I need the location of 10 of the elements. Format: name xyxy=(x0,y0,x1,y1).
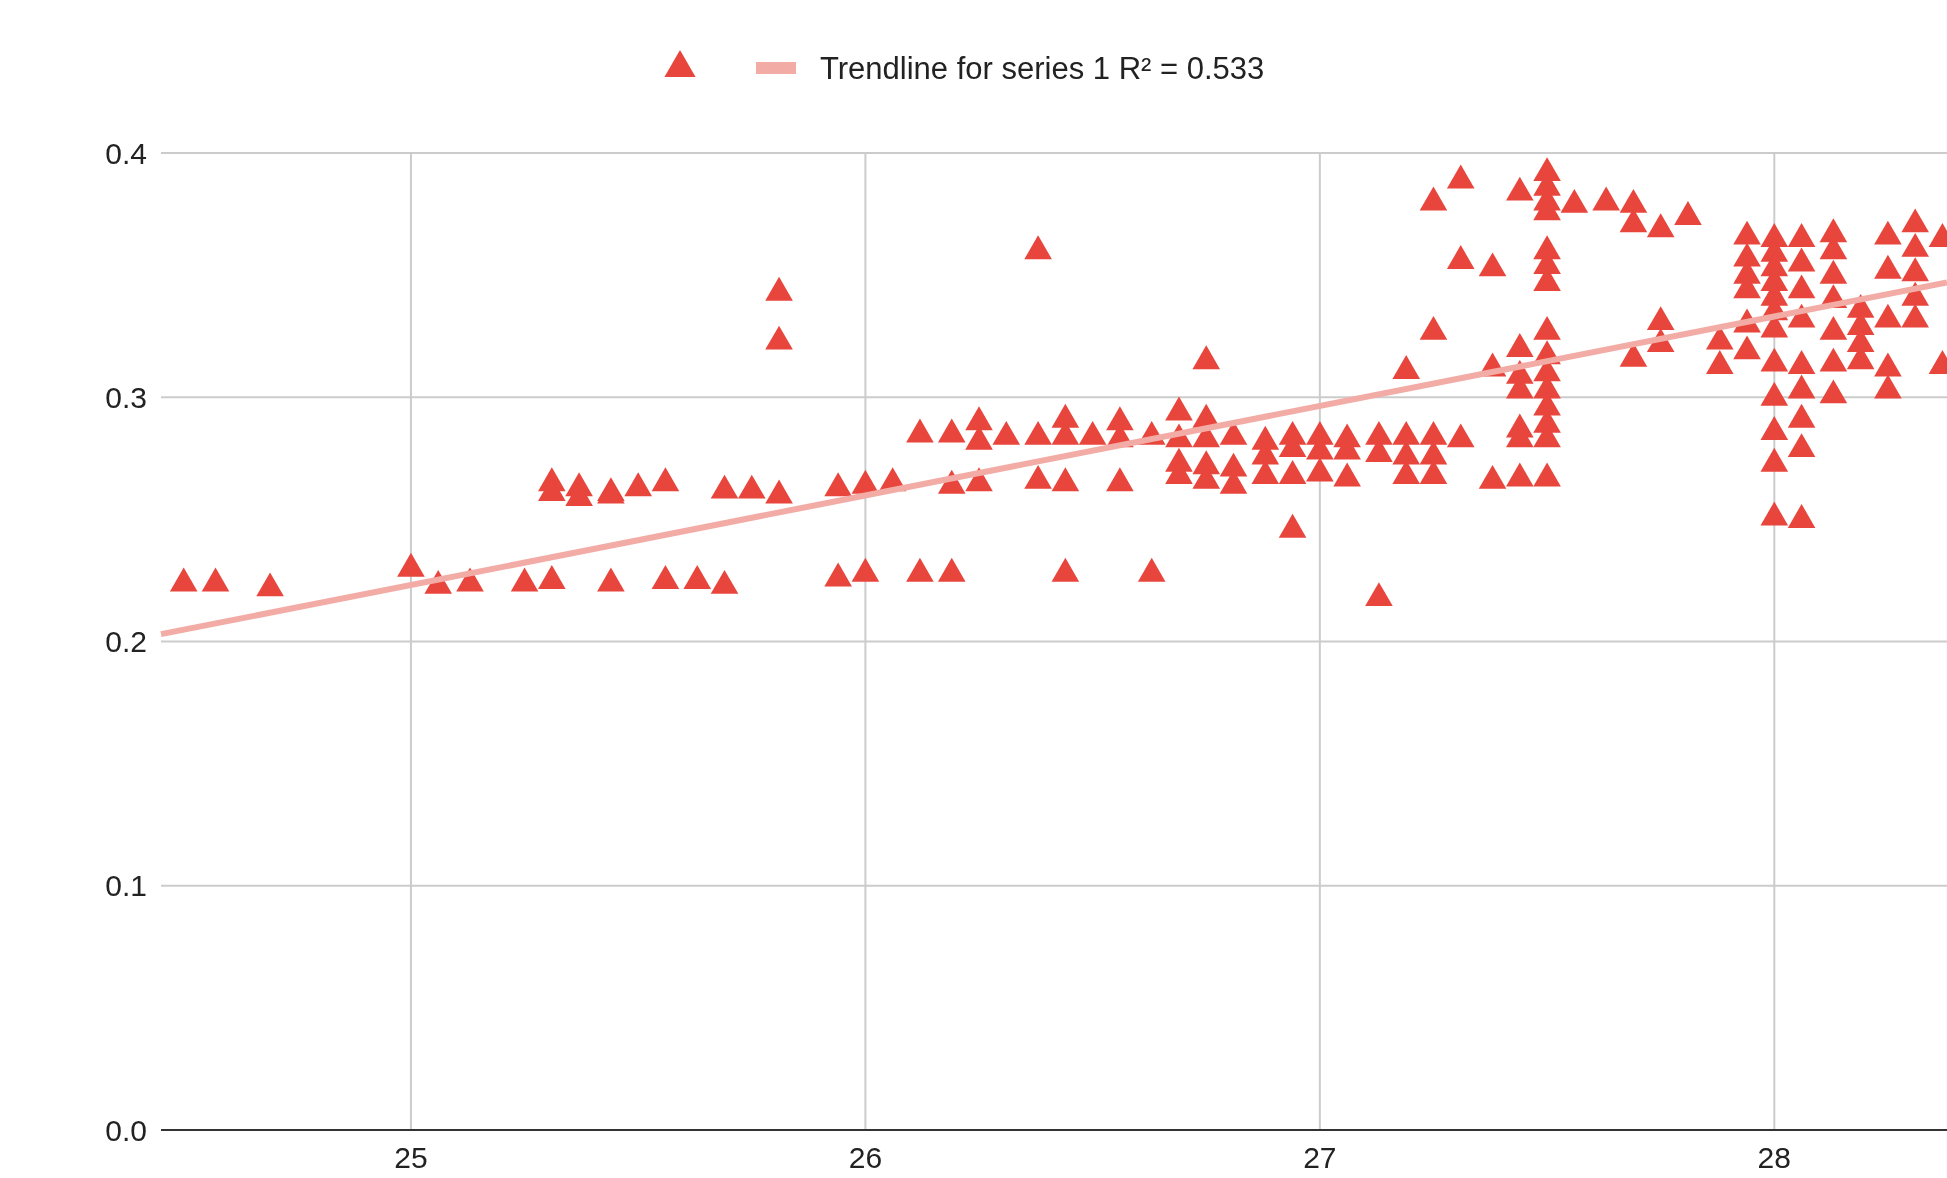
x-tick-label: 26 xyxy=(848,1141,883,1174)
x-tick-label: 28 xyxy=(1757,1141,1791,1174)
x-tick-label: 27 xyxy=(1303,1141,1337,1174)
legend-label: Trendline for series 1 R² = 0.533 xyxy=(820,51,1265,86)
x-tick-label: 25 xyxy=(394,1141,428,1174)
y-tick-label: 0.3 xyxy=(105,380,147,414)
y-tick-label: 0.4 xyxy=(105,136,147,170)
y-tick-label: 0.1 xyxy=(105,869,147,903)
y-tick-label: 0.0 xyxy=(105,1113,147,1147)
y-tick-label: 0.2 xyxy=(105,625,147,658)
